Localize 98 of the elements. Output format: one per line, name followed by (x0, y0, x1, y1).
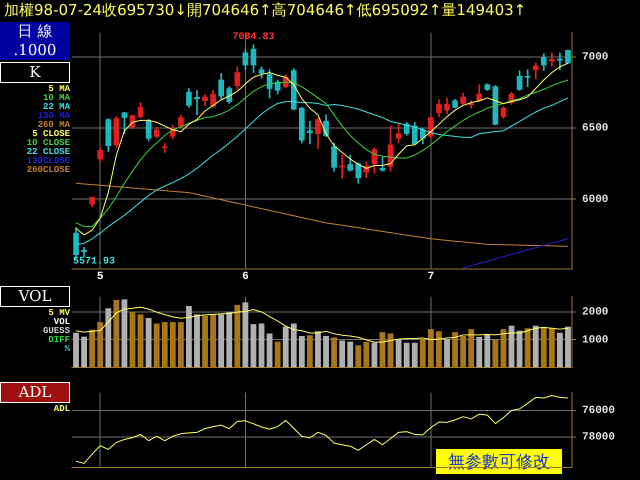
bar (154, 324, 160, 368)
text: ADL (52, 404, 70, 414)
bar (258, 324, 264, 368)
text: 22 MA (42, 102, 70, 112)
text: 260CLOSE (26, 165, 70, 175)
bar (388, 334, 394, 368)
text: K (0, 62, 70, 83)
annotation: 7084.83 (232, 32, 274, 44)
bar (428, 329, 434, 368)
bar (122, 299, 128, 368)
y-tick-label: 7000 (582, 52, 608, 64)
x-tick-label: 7 (428, 271, 434, 284)
text: 10 CLOSE (26, 138, 70, 148)
candlestick (194, 90, 200, 116)
bar (476, 336, 482, 368)
bar (524, 328, 531, 368)
bar (363, 342, 370, 368)
text: VOL (0, 286, 70, 307)
bar (81, 336, 87, 368)
bar (436, 331, 442, 368)
bar (492, 340, 498, 368)
bar (396, 339, 402, 368)
text: DIFF (47, 335, 70, 345)
text: % (64, 344, 70, 354)
y-tick-label: 76000 (582, 405, 616, 418)
bar (250, 324, 256, 368)
bar (234, 304, 240, 368)
bar (565, 326, 571, 368)
bar (290, 324, 297, 368)
text: 260 MA (36, 120, 70, 130)
chart-title: 加權98-07-24收695730↓開704646↑高704646↑低695092↑量149403↑ (4, 1, 526, 20)
bar (146, 318, 152, 368)
bar (113, 300, 120, 368)
bar (73, 332, 79, 368)
text: 22 CLOSE (26, 147, 70, 157)
bar (460, 336, 466, 368)
y-tick-label: 2000 (582, 306, 608, 319)
text: 130 MA (36, 111, 70, 121)
bar (372, 342, 378, 368)
text: ADL (0, 382, 70, 403)
bar (347, 342, 354, 368)
bar (97, 322, 104, 368)
text: 5 CLOSE (31, 129, 70, 139)
bar (210, 314, 216, 368)
bar (339, 340, 346, 368)
annotation: 5571.93 (73, 256, 116, 268)
bar (500, 329, 506, 368)
y-tick-label: 6500 (582, 122, 608, 135)
text: .1000 (14, 41, 56, 59)
bar (355, 345, 362, 368)
bar (89, 330, 96, 368)
y-tick-label: 6000 (582, 194, 608, 206)
bar (105, 308, 112, 368)
bar (307, 335, 313, 368)
bar (444, 339, 450, 368)
bar (420, 339, 426, 368)
bar (170, 322, 176, 368)
bar (218, 314, 224, 368)
bar (516, 330, 522, 368)
bar (557, 332, 563, 368)
bar (226, 312, 232, 368)
text: GUESS (42, 326, 70, 336)
bar (468, 329, 474, 368)
bar (178, 322, 184, 368)
bar (452, 332, 458, 368)
bar (266, 334, 272, 368)
bar (315, 331, 321, 368)
series-label: VOL (52, 317, 70, 327)
bar (298, 336, 305, 368)
bar (138, 314, 144, 368)
y-tick-label: 78000 (582, 432, 616, 444)
bar (404, 342, 410, 368)
bar (202, 316, 208, 368)
series-label: 5 MV (47, 308, 70, 318)
candlestick (380, 156, 386, 172)
bar (274, 342, 281, 368)
text: 5 MA (47, 84, 70, 94)
bar (186, 306, 192, 368)
text: 130CLOSE (26, 156, 70, 166)
bar (548, 328, 555, 368)
bar (162, 322, 168, 368)
bar (130, 312, 136, 368)
bar (331, 337, 337, 368)
x-tick-label: 6 (242, 271, 249, 284)
bar (242, 302, 248, 368)
bar (194, 314, 200, 368)
bar (508, 326, 514, 368)
bar (540, 328, 547, 368)
text: 10 MA (42, 93, 70, 103)
bar (323, 336, 329, 368)
bar (282, 326, 289, 368)
bar (484, 334, 490, 368)
x-tick-label: 5 (96, 271, 104, 284)
y-tick-label: 1000 (582, 334, 608, 346)
bar (412, 342, 418, 368)
bar (532, 326, 539, 368)
bar (380, 332, 386, 368)
text: 日 線 (18, 22, 52, 40)
